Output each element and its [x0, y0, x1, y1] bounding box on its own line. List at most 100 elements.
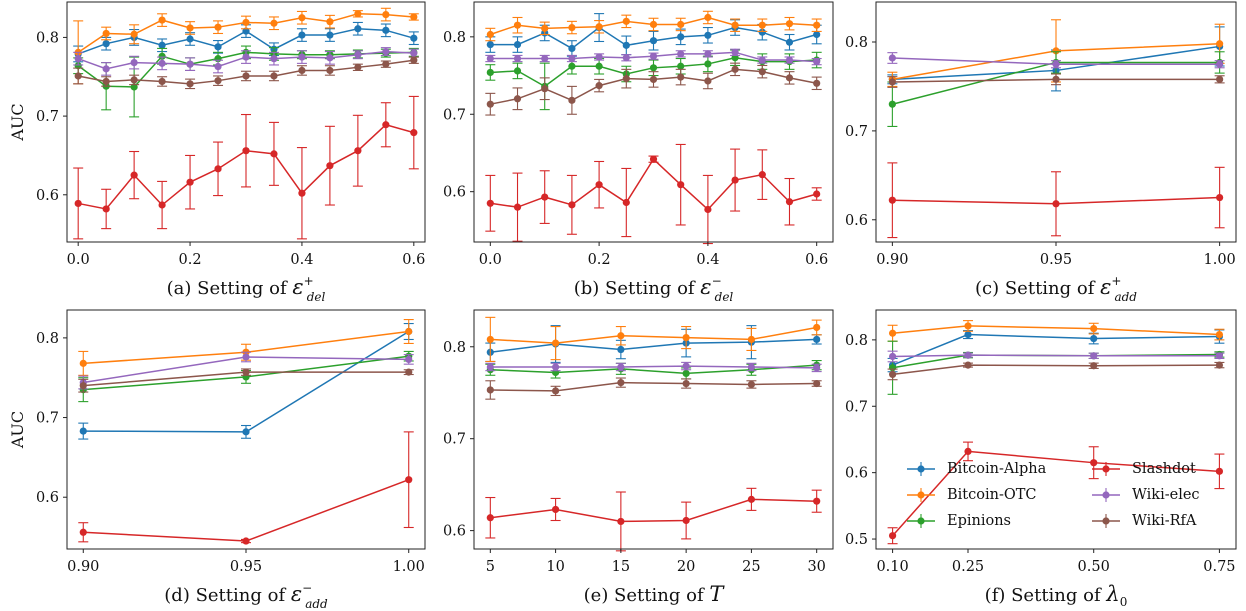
- data-point: [486, 199, 494, 207]
- data-point: [622, 198, 630, 207]
- y-tick-label: 0.7: [845, 124, 868, 140]
- data-point: [1215, 361, 1224, 369]
- data-point: [486, 68, 494, 77]
- data-point: [595, 82, 603, 90]
- data-point: [214, 62, 222, 71]
- data-point: [74, 72, 82, 80]
- legend-item-slashdot: Slashdot: [1090, 459, 1196, 479]
- x-tick-label: 0.6: [805, 252, 828, 268]
- data-point: [270, 72, 278, 80]
- plot-frame: [473, 309, 834, 550]
- data-point: [242, 53, 250, 61]
- caption-text: (e) Setting of: [584, 585, 710, 606]
- legend-label: Wiki-RfA: [1132, 513, 1197, 529]
- data-point: [747, 335, 756, 344]
- data-point: [242, 537, 250, 545]
- data-point: [568, 23, 576, 32]
- series-slashdot: [78, 431, 414, 545]
- data-point: [677, 20, 685, 29]
- data-point: [551, 387, 560, 395]
- data-point: [888, 352, 897, 361]
- x-tick-label: 0.50: [1078, 559, 1110, 575]
- y-tick-label: 0.6: [845, 213, 868, 229]
- data-point: [158, 52, 166, 60]
- series-slashdot: [887, 441, 1225, 545]
- series-wiki-rfa: [485, 62, 822, 116]
- data-point: [622, 17, 630, 25]
- data-point: [326, 18, 334, 26]
- series-line: [83, 478, 409, 542]
- caption-symbol: ε: [700, 275, 711, 299]
- panel-c: 0.90 0.95 1.00 0.6 0.7 0.8 (c) Setting of ε+ ad…: [845, 1, 1237, 304]
- caption-symbol: ε: [291, 582, 302, 606]
- data-point: [964, 361, 972, 369]
- series-wiki-rfa: [887, 361, 1225, 381]
- panel-b: 0.0 0.2 0.4 0.6 0.6 0.7 0.8 (b) Setting of ε− de…: [443, 1, 834, 304]
- data-point: [298, 53, 306, 61]
- data-point: [270, 150, 278, 158]
- y-tick-label: 0.7: [443, 107, 466, 123]
- data-point: [758, 28, 766, 36]
- data-point: [677, 50, 685, 58]
- series-line: [490, 364, 817, 375]
- data-point: [102, 29, 110, 38]
- data-point: [186, 80, 194, 88]
- data-point: [747, 495, 756, 503]
- x-tick-label: 0.90: [67, 559, 99, 575]
- data-point: [682, 362, 690, 370]
- data-point: [326, 54, 334, 62]
- data-point: [541, 54, 549, 63]
- data-point: [79, 382, 87, 390]
- series-slashdot: [73, 95, 419, 240]
- data-point: [214, 43, 222, 51]
- data-point: [677, 73, 685, 81]
- data-point: [888, 370, 897, 378]
- series-bitcoin-otc: [78, 319, 414, 376]
- data-point: [242, 353, 250, 361]
- series-bitcoin-otc: [887, 320, 1225, 342]
- data-point: [622, 75, 630, 83]
- series-line: [490, 157, 817, 211]
- panel-f: 0.10 0.25 0.50 0.75 0.5 0.6 0.7 0.8 (f) Setting …: [845, 309, 1237, 609]
- data-point: [79, 359, 87, 367]
- legend-swatch: [1092, 462, 1120, 476]
- data-point: [513, 67, 522, 75]
- x-tick-label: 0.25: [952, 559, 984, 575]
- data-point: [102, 65, 110, 73]
- data-point: [595, 23, 603, 31]
- y-tick-label: 0.8: [845, 333, 868, 349]
- data-point: [1216, 75, 1224, 83]
- legend-swatch: [1092, 488, 1120, 502]
- legend-label: Wiki-elec: [1132, 487, 1200, 503]
- data-point: [541, 193, 549, 201]
- data-point: [405, 355, 413, 363]
- data-point: [731, 65, 739, 73]
- data-point: [214, 23, 222, 31]
- data-point: [682, 369, 690, 378]
- x-tick-label: 0.4: [290, 252, 313, 268]
- legend-item-bitcoin-alpha: Bitcoin-Alpha: [905, 459, 1046, 479]
- legend-item-wiki-rfa: Wiki-RfA: [1090, 511, 1196, 531]
- data-point: [595, 62, 603, 70]
- data-point: [785, 198, 794, 206]
- data-point: [785, 74, 794, 82]
- legend-label: Bitcoin-OTC: [947, 487, 1037, 503]
- data-point: [382, 60, 390, 68]
- series-line: [490, 338, 817, 354]
- data-point: [405, 368, 413, 376]
- series-epinions: [887, 340, 1225, 395]
- data-point: [758, 21, 766, 29]
- data-point: [486, 54, 494, 63]
- caption-symbol: λ: [1105, 582, 1119, 606]
- data-point: [888, 54, 896, 62]
- legend-item-bitcoin-otc: Bitcoin-OTC: [905, 485, 1037, 505]
- data-point: [242, 18, 250, 27]
- data-point: [704, 77, 712, 85]
- data-point: [1215, 330, 1224, 339]
- data-point: [964, 447, 972, 456]
- caption-superscript: +: [1111, 274, 1121, 288]
- panel-caption: (a) Setting of ε+ del: [167, 274, 326, 304]
- data-point: [158, 59, 166, 67]
- x-tick-label: 5: [486, 559, 495, 575]
- panel-caption: (e) Setting of T: [584, 582, 726, 606]
